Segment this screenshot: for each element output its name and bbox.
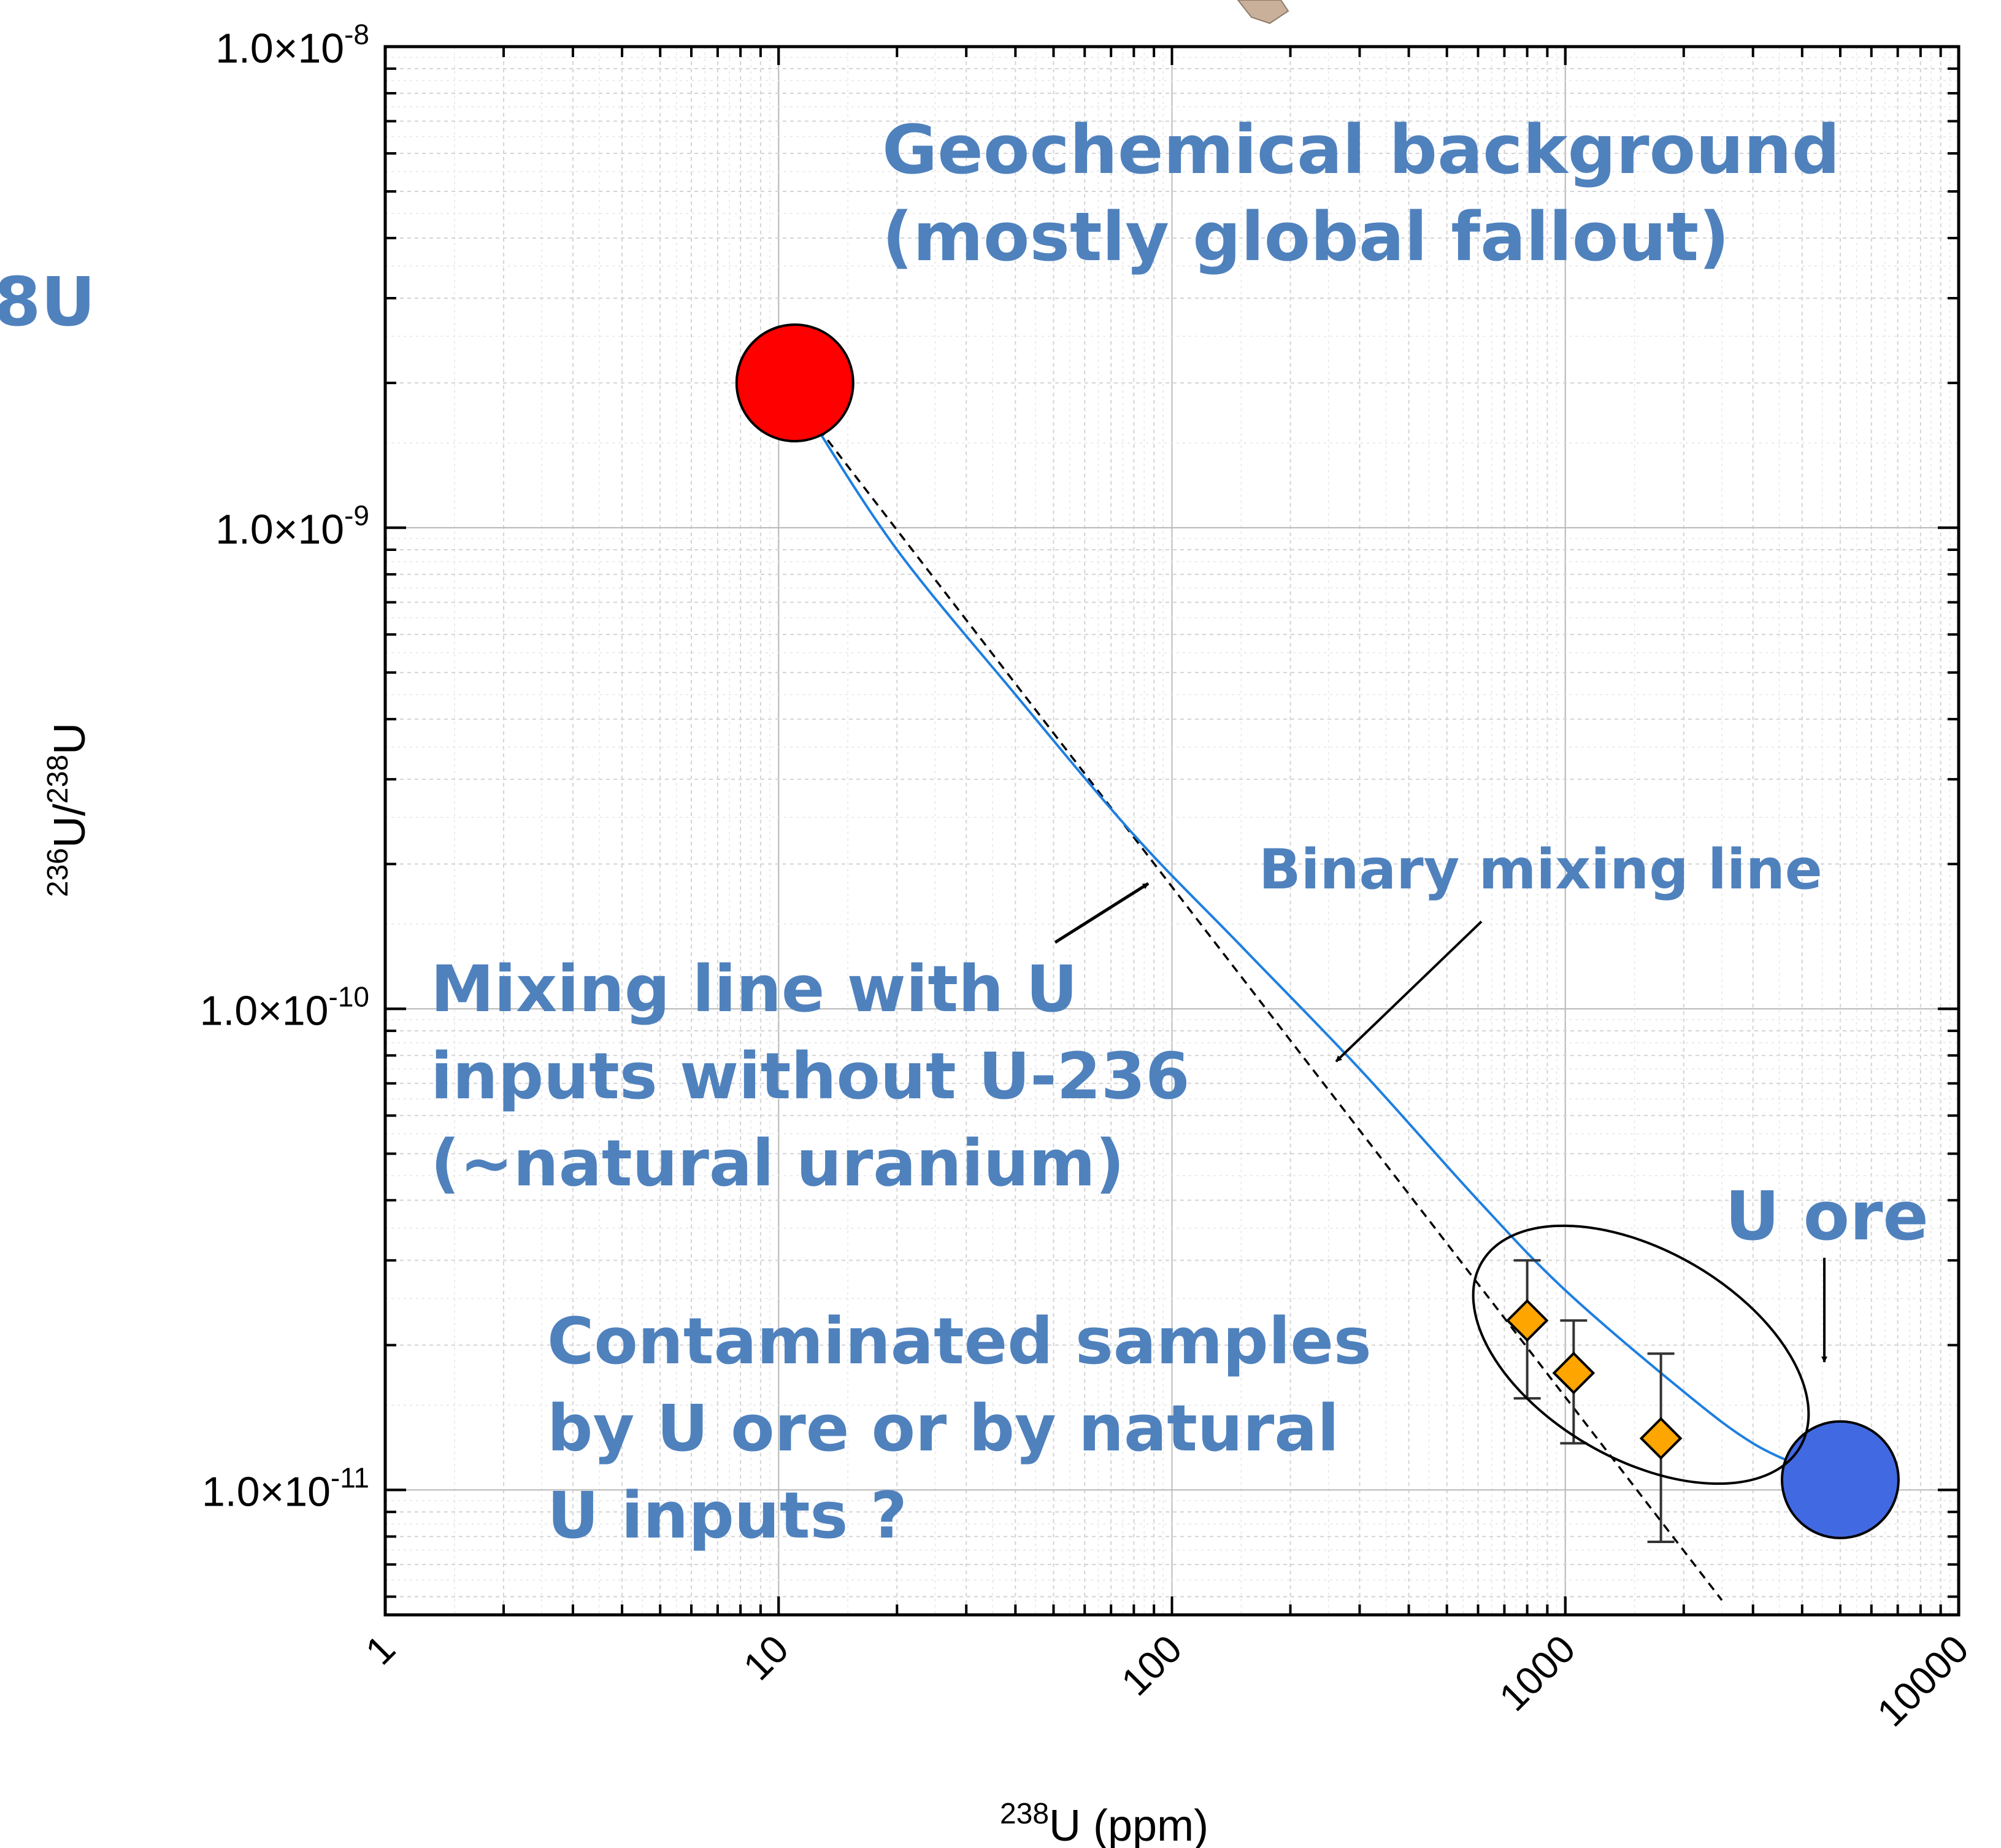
y-tick-label: 1.0×10-11 [202,1461,369,1515]
geochemical-background-point [735,323,855,443]
y-axis-title-main: U [45,723,94,755]
y-tick-label-base: 1.0×10 [202,1468,331,1515]
sample-cluster-ellipse [1472,1224,1810,1485]
x-tick-label: 1 [357,1627,404,1673]
y-tick-label-exponent: -8 [344,18,369,50]
x-axis-title-sup: 238 [1000,1798,1049,1830]
y-axis-title-sup2: 238 [42,755,74,804]
series-layer [735,323,1900,1601]
arrow-to-natural-mixing-line [1054,882,1150,944]
y-tick-labels: 1.0×10-81.0×10-91.0×10-101.0×10-11 [200,18,369,1515]
y-tick-label-base: 1.0×10 [200,987,329,1034]
annotation-contaminated-line1: Contaminated samples [547,1304,1372,1379]
x-tick-label: 10000 [1868,1627,1977,1735]
x-tick-labels: 1 10 100 1000 10000 [357,1627,1977,1735]
y-axis-title-sup1: 236 [42,848,74,897]
annotation-geochemical-line1: Geochemical background [882,110,1840,189]
x-tick-label: 100 [1113,1627,1190,1704]
binary-mixing-line [808,416,1815,1473]
annotation-contaminated-line3: U inputs ? [547,1478,907,1553]
sample-point [1639,1417,1683,1460]
left-edge-fragment: 8U [0,263,96,341]
x-tick-label: 1000 [1491,1627,1584,1720]
annotation-mixing-line3: (~natural uranium) [431,1126,1124,1201]
x-axis-title: 238U (ppm) [1000,1798,1208,1848]
y-tick-label: 1.0×10-10 [200,980,369,1034]
y-tick-label-exponent: -11 [331,1461,369,1493]
y-axis-title: 236U/238U [42,723,94,897]
y-tick-label-base: 1.0×10 [215,506,344,553]
annotation-mixing-line2: inputs without U-236 [431,1039,1190,1114]
y-tick-label: 1.0×10-8 [215,18,369,72]
natural-u-mixing-line [808,416,1723,1601]
x-tick-label: 10 [735,1627,797,1688]
x-axis-title-main: U (ppm) [1049,1801,1208,1848]
y-axis-title-mid: U/ [45,804,94,848]
u-ore-point [1780,1420,1900,1539]
arrow-to-binary-mixing-line [1335,920,1483,1063]
annotation-binary-mixing: Binary mixing line [1259,837,1822,902]
annotation-mixing-line1: Mixing line with U [431,952,1078,1026]
y-tick-label-exponent: -10 [329,980,369,1012]
sample-point [1505,1299,1549,1342]
clipped-decoration [1237,0,1289,25]
annotation-geochemical-line2: (mostly global fallout) [882,198,1729,276]
grid-lines [385,47,1959,1615]
annotation-u-ore: U ore [1725,1177,1929,1255]
y-tick-label: 1.0×10-9 [215,499,369,553]
sample-point [1552,1352,1596,1395]
plot-frame [383,45,1961,1617]
annotation-contaminated-line2: by U ore or by natural [547,1391,1339,1466]
y-tick-label-base: 1.0×10 [215,25,344,72]
y-tick-label-exponent: -9 [344,499,369,531]
